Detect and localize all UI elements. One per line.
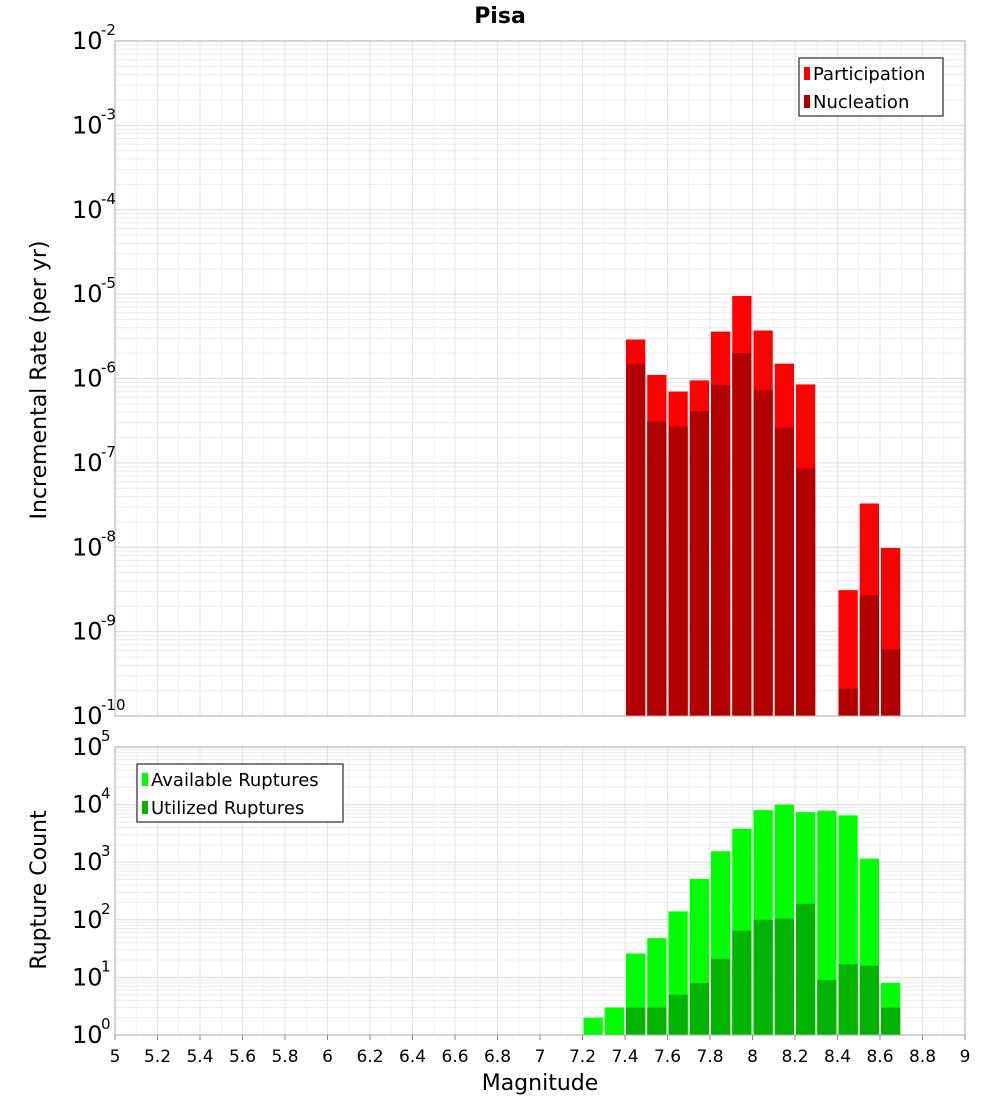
x-tick-label: 5.6 xyxy=(229,1047,256,1067)
y-tick-label: 10 xyxy=(72,848,103,876)
y-axis-label: Rupture Count xyxy=(27,810,52,970)
x-tick-label: 8.8 xyxy=(909,1047,936,1067)
y-tick-exponent: 1 xyxy=(101,957,111,975)
bar-nucleation xyxy=(668,426,688,716)
x-tick-label: 8.4 xyxy=(824,1047,851,1067)
y-tick-label: 10 xyxy=(72,733,103,761)
bar-nucleation xyxy=(881,649,901,716)
y-tick-label: 10 xyxy=(72,906,103,934)
bar-utilized-ruptures xyxy=(774,918,794,1035)
y-tick-exponent: -8 xyxy=(101,527,116,545)
y-tick-label: 10 xyxy=(72,533,103,561)
y-tick-exponent: 4 xyxy=(101,785,111,803)
bar-nucleation xyxy=(732,353,752,716)
x-axis-label: Magnitude xyxy=(482,1071,599,1096)
y-tick-label: 10 xyxy=(72,111,103,139)
y-tick-exponent: 2 xyxy=(101,900,111,918)
legend-swatch xyxy=(804,67,810,80)
bar-available-ruptures xyxy=(583,1017,603,1035)
x-tick-label: 8.6 xyxy=(866,1047,893,1067)
y-tick-exponent: -3 xyxy=(101,105,116,123)
bar-utilized-ruptures xyxy=(753,919,773,1035)
legend-swatch xyxy=(142,773,148,786)
y-tick-label: 10 xyxy=(72,280,103,308)
bar-utilized-ruptures xyxy=(668,994,688,1035)
bar-utilized-ruptures xyxy=(732,930,752,1035)
bar-nucleation xyxy=(689,411,709,716)
bar-utilized-ruptures xyxy=(881,1007,901,1035)
y-axis-label: Incremental Rate (per yr) xyxy=(27,241,52,520)
bar-utilized-ruptures xyxy=(626,1007,646,1035)
x-tick-label: 6.6 xyxy=(441,1047,468,1067)
chart-title: Pisa xyxy=(474,4,526,29)
legend-swatch xyxy=(142,801,148,814)
x-tick-label: 9 xyxy=(960,1047,971,1067)
y-tick-exponent: -10 xyxy=(101,696,126,714)
bar-nucleation xyxy=(711,384,731,716)
x-tick-label: 6.2 xyxy=(356,1047,383,1067)
x-tick-label: 7.2 xyxy=(569,1047,596,1067)
y-tick-exponent: 5 xyxy=(101,727,111,745)
legend-swatch xyxy=(804,95,810,108)
bar-nucleation xyxy=(774,427,794,716)
y-tick-label: 10 xyxy=(72,365,103,393)
y-tick-label: 10 xyxy=(72,702,103,730)
bar-utilized-ruptures xyxy=(817,980,837,1035)
y-tick-exponent: -9 xyxy=(101,612,116,630)
y-tick-label: 10 xyxy=(72,196,103,224)
y-tick-label: 10 xyxy=(72,791,103,819)
bar-utilized-ruptures xyxy=(838,964,858,1035)
bar-utilized-ruptures xyxy=(689,982,709,1035)
bar-nucleation xyxy=(626,363,646,716)
y-tick-label: 10 xyxy=(72,1021,103,1049)
legend-label: Nucleation xyxy=(813,92,909,113)
x-tick-label: 8 xyxy=(747,1047,758,1067)
x-tick-label: 7.8 xyxy=(696,1047,723,1067)
bar-nucleation xyxy=(796,468,816,716)
bar-utilized-ruptures xyxy=(647,1007,667,1035)
bar-utilized-ruptures xyxy=(711,958,731,1035)
bar-available-ruptures xyxy=(817,810,837,1035)
y-tick-label: 10 xyxy=(72,618,103,646)
bar-nucleation xyxy=(838,688,858,716)
x-tick-label: 7.4 xyxy=(611,1047,638,1067)
y-tick-label: 10 xyxy=(72,963,103,991)
y-tick-exponent: -5 xyxy=(101,274,116,292)
bar-participation xyxy=(838,590,858,716)
x-tick-label: 5 xyxy=(110,1047,121,1067)
x-tick-label: 5.8 xyxy=(271,1047,298,1067)
x-tick-label: 7 xyxy=(535,1047,546,1067)
x-tick-label: 5.2 xyxy=(144,1047,171,1067)
legend-label: Available Ruptures xyxy=(151,770,319,791)
y-tick-exponent: -2 xyxy=(101,21,116,39)
legend-label: Participation xyxy=(813,64,925,85)
y-tick-exponent: 3 xyxy=(101,842,111,860)
x-tick-label: 6 xyxy=(322,1047,333,1067)
bar-utilized-ruptures xyxy=(796,903,816,1035)
y-tick-exponent: -4 xyxy=(101,190,116,208)
legend-label: Utilized Ruptures xyxy=(151,798,304,819)
x-tick-label: 6.8 xyxy=(484,1047,511,1067)
plot-frame xyxy=(114,40,966,717)
y-tick-exponent: 0 xyxy=(101,1015,111,1033)
y-tick-label: 10 xyxy=(72,449,103,477)
y-tick-exponent: -7 xyxy=(101,443,116,461)
bar-nucleation xyxy=(647,421,667,716)
x-tick-label: 5.4 xyxy=(186,1047,213,1067)
legend-box xyxy=(136,763,344,823)
x-tick-label: 7.6 xyxy=(654,1047,681,1067)
y-tick-label: 10 xyxy=(72,27,103,55)
x-tick-label: 6.4 xyxy=(399,1047,426,1067)
bar-nucleation xyxy=(859,595,879,716)
bar-nucleation xyxy=(753,390,773,716)
bar-utilized-ruptures xyxy=(859,965,879,1035)
bar-available-ruptures xyxy=(604,1007,624,1035)
x-tick-label: 8.2 xyxy=(781,1047,808,1067)
y-tick-exponent: -6 xyxy=(101,359,116,377)
legend-box xyxy=(798,57,944,117)
